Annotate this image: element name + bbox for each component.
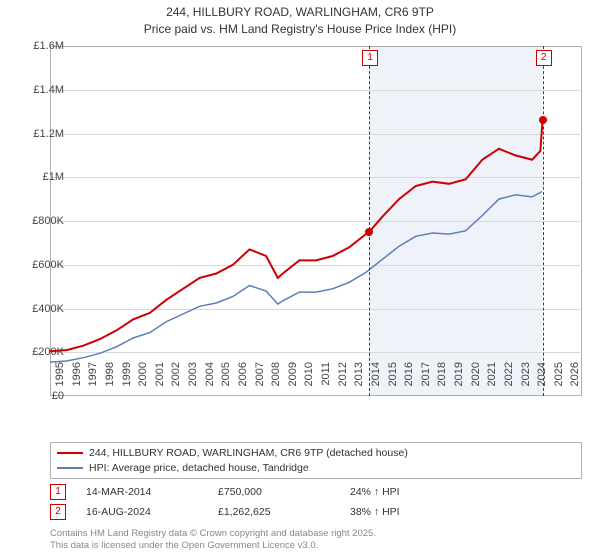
sale-date: 14-MAR-2014 xyxy=(86,486,206,498)
marker-dot xyxy=(365,228,373,236)
sale-delta: 24% ↑ HPI xyxy=(350,486,470,498)
marker-vline xyxy=(543,46,544,396)
y-axis-label: £1.4M xyxy=(16,84,64,96)
chart-container: 244, HILLBURY ROAD, WARLINGHAM, CR6 9TP … xyxy=(0,0,600,560)
marker-dot xyxy=(539,116,547,124)
x-axis-label: 2016 xyxy=(403,362,415,402)
y-axis-label: £200K xyxy=(16,346,64,358)
x-axis-label: 2004 xyxy=(204,362,216,402)
x-axis-label: 2005 xyxy=(220,362,232,402)
marker-label: 2 xyxy=(536,50,552,66)
sale-row: 1 14-MAR-2014 £750,000 24% ↑ HPI xyxy=(50,482,582,502)
sale-date: 16-AUG-2024 xyxy=(86,506,206,518)
legend-item-hpi: HPI: Average price, detached house, Tand… xyxy=(57,461,575,476)
legend-item-price-paid: 244, HILLBURY ROAD, WARLINGHAM, CR6 9TP … xyxy=(57,446,575,461)
series-price_paid xyxy=(50,120,543,351)
x-axis-label: 2015 xyxy=(387,362,399,402)
x-axis-label: 2009 xyxy=(287,362,299,402)
x-axis-label: 2014 xyxy=(370,362,382,402)
x-axis-label: 2000 xyxy=(137,362,149,402)
x-axis-label: 1998 xyxy=(104,362,116,402)
x-axis-label: 2026 xyxy=(569,362,581,402)
x-axis-label: 2008 xyxy=(270,362,282,402)
x-axis-label: 2001 xyxy=(154,362,166,402)
x-axis-label: 2003 xyxy=(187,362,199,402)
sale-marker: 1 xyxy=(50,484,66,500)
sales-table: 1 14-MAR-2014 £750,000 24% ↑ HPI 2 16-AU… xyxy=(50,482,582,522)
y-axis-label: £1.6M xyxy=(16,40,64,52)
y-axis-label: £600K xyxy=(16,259,64,271)
footer-copyright: Contains HM Land Registry data © Crown c… xyxy=(50,528,582,540)
y-axis-label: £400K xyxy=(16,303,64,315)
sale-row: 2 16-AUG-2024 £1,262,625 38% ↑ HPI xyxy=(50,502,582,522)
sale-marker: 2 xyxy=(50,504,66,520)
x-axis-label: 2007 xyxy=(254,362,266,402)
x-axis-label: 1995 xyxy=(54,362,66,402)
marker-label: 1 xyxy=(362,50,378,66)
chart-area: 12 xyxy=(50,46,582,396)
x-axis-label: 2006 xyxy=(237,362,249,402)
x-axis-label: 2024 xyxy=(536,362,548,402)
series-hpi xyxy=(50,192,542,363)
legend-swatch xyxy=(57,467,83,469)
footer-licence: This data is licensed under the Open Gov… xyxy=(50,540,582,552)
legend-swatch xyxy=(57,452,83,454)
y-axis-label: £1M xyxy=(16,171,64,183)
sale-delta: 38% ↑ HPI xyxy=(350,506,470,518)
x-axis-label: 2021 xyxy=(486,362,498,402)
x-axis-label: 2023 xyxy=(520,362,532,402)
x-axis-label: 1997 xyxy=(87,362,99,402)
sale-price: £1,262,625 xyxy=(218,506,338,518)
y-axis-label: £800K xyxy=(16,215,64,227)
marker-vline xyxy=(369,46,370,396)
x-axis-label: 2013 xyxy=(353,362,365,402)
x-axis-label: 2018 xyxy=(436,362,448,402)
title-address: 244, HILLBURY ROAD, WARLINGHAM, CR6 9TP xyxy=(0,4,600,21)
legend: 244, HILLBURY ROAD, WARLINGHAM, CR6 9TP … xyxy=(50,442,582,479)
x-axis-label: 2002 xyxy=(170,362,182,402)
x-axis-label: 2022 xyxy=(503,362,515,402)
sale-price: £750,000 xyxy=(218,486,338,498)
chart-lines xyxy=(50,46,582,396)
y-axis-label: £1.2M xyxy=(16,128,64,140)
x-axis-label: 2012 xyxy=(337,362,349,402)
x-axis-label: 2010 xyxy=(303,362,315,402)
x-axis-label: 2025 xyxy=(553,362,565,402)
x-axis-label: 2019 xyxy=(453,362,465,402)
title-block: 244, HILLBURY ROAD, WARLINGHAM, CR6 9TP … xyxy=(0,0,600,38)
x-axis-label: 2017 xyxy=(420,362,432,402)
x-axis-label: 1996 xyxy=(71,362,83,402)
x-axis-label: 2020 xyxy=(470,362,482,402)
x-axis-label: 2011 xyxy=(320,362,332,402)
legend-label: 244, HILLBURY ROAD, WARLINGHAM, CR6 9TP … xyxy=(89,446,408,461)
x-axis-label: 1999 xyxy=(121,362,133,402)
legend-label: HPI: Average price, detached house, Tand… xyxy=(89,461,309,476)
footer: Contains HM Land Registry data © Crown c… xyxy=(50,528,582,553)
title-subtitle: Price paid vs. HM Land Registry's House … xyxy=(0,21,600,38)
